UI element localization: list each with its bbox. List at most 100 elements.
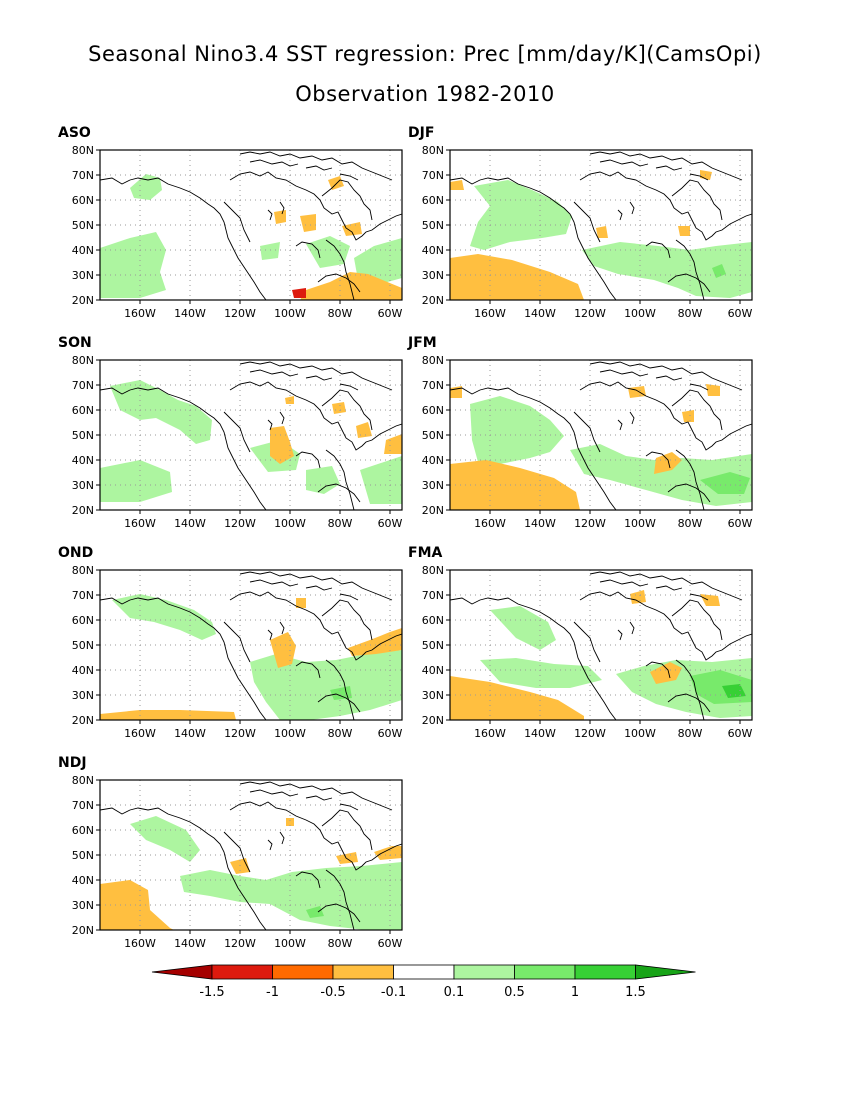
lon-tick-label: 80W [328, 937, 353, 950]
lat-tick-label: 40N [72, 874, 94, 887]
lon-tick-label: 120W [574, 517, 606, 530]
colorbar-arrow-left [151, 964, 213, 980]
colorbar-segment [453, 964, 515, 980]
coastline [100, 387, 267, 510]
colorbar-label: -1.5 [199, 985, 224, 1000]
colorbar-label: 0.5 [504, 985, 525, 1000]
coastline [645, 451, 671, 469]
shaded-region [112, 594, 216, 640]
coastline [229, 591, 402, 661]
shaded-region [100, 460, 172, 502]
coastline [267, 629, 273, 641]
lat-tick-label: 50N [72, 429, 94, 442]
coastline [629, 201, 635, 215]
shaded-region [342, 222, 362, 236]
coastline [239, 151, 393, 181]
shaded-region [374, 846, 402, 860]
coastline [589, 151, 743, 181]
panel-label: OND [58, 545, 94, 561]
map-content [100, 780, 402, 930]
shaded-region [706, 384, 720, 396]
lat-tick-label: 30N [72, 269, 94, 282]
lon-tick-label: 60W [728, 307, 753, 320]
coastline [325, 449, 355, 510]
lon-tick-label: 160W [474, 727, 506, 740]
lat-tick-label: 40N [422, 454, 444, 467]
lon-tick-label: 120W [224, 517, 256, 530]
lon-tick-label: 120W [224, 307, 256, 320]
lon-tick-label: 100W [274, 937, 306, 950]
lon-tick-label: 60W [728, 517, 753, 530]
lon-tick-label: 160W [474, 517, 506, 530]
shaded-region [682, 410, 694, 422]
panel-label: FMA [408, 545, 443, 561]
colorbar-label: 1 [571, 985, 579, 1000]
map-content [100, 150, 402, 300]
coastline [450, 597, 617, 720]
lon-tick-label: 100W [274, 307, 306, 320]
lat-tick-label: 80N [72, 354, 94, 367]
coastline [629, 621, 635, 635]
shaded-region [130, 174, 162, 200]
coastline [295, 661, 321, 679]
lat-tick-label: 70N [422, 169, 444, 182]
lat-tick-label: 20N [422, 504, 444, 517]
lon-tick-label: 80W [678, 727, 703, 740]
shaded-region [490, 606, 556, 650]
colorbar: -1.5 -1 -0.5 -0.1 0.1 0.5 1 1.5 [150, 960, 700, 1009]
coastline [305, 795, 333, 801]
colorbar-label: 1.5 [625, 985, 646, 1000]
coastline [655, 165, 683, 171]
coastline [249, 789, 299, 797]
shaded-region [450, 254, 584, 300]
panel-label: JFM [408, 335, 437, 351]
shaded-region [250, 650, 402, 720]
coastline [223, 201, 251, 243]
map-svg: 80N 70N 60N 50N 40N 30N 20N 160W 140W 120W 100W 80W… [422, 354, 753, 530]
lon-tick-label: 80W [678, 307, 703, 320]
lat-tick-label: 70N [422, 379, 444, 392]
coastline [573, 201, 601, 243]
lon-tick-label: 60W [378, 307, 403, 320]
coastline [305, 585, 333, 591]
coastline [675, 449, 705, 510]
lon-tick-label: 100W [624, 727, 656, 740]
shaded-region [330, 686, 352, 700]
coastline [325, 659, 355, 720]
lon-tick-label: 140W [524, 307, 556, 320]
map-svg: 80N 70N 60N 50N 40N 30N 20N 160W 140W 120W 100W 80W… [422, 144, 753, 320]
coastline [667, 693, 711, 713]
shaded-region [100, 710, 236, 720]
coastline [317, 693, 361, 713]
lon-tick-label: 100W [624, 307, 656, 320]
lon-tick-label: 120W [574, 307, 606, 320]
lon-tick-label: 80W [328, 517, 353, 530]
coastline [223, 411, 251, 453]
coastline [317, 483, 361, 503]
shaded-region [286, 818, 294, 826]
shaded-region [450, 676, 584, 720]
map-svg: 80N 70N 60N 50N 40N 30N 20N 160W 140W 120W 100W 80W… [72, 564, 403, 740]
shaded-region [700, 472, 750, 494]
shaded-region [356, 422, 372, 438]
lon-tick-label: 160W [124, 307, 156, 320]
map-svg: 80N 70N 60N 50N 40N 30N 20N 160W 140W 120W 100W 80W… [72, 774, 403, 950]
coastline [617, 419, 623, 431]
shaded-region [596, 226, 608, 238]
lat-tick-label: 60N [422, 614, 444, 627]
lon-tick-label: 160W [124, 727, 156, 740]
shaded-region [100, 880, 174, 930]
coastline [671, 599, 723, 641]
coastline [339, 173, 359, 181]
coastline [267, 209, 273, 221]
map-content [100, 360, 402, 510]
panel-label: ASO [58, 125, 91, 141]
lon-tick-label: 60W [378, 727, 403, 740]
coastline [579, 171, 752, 241]
coastline [321, 389, 373, 431]
coastline [599, 159, 649, 167]
coastline [339, 383, 359, 391]
coastline [450, 177, 617, 300]
coastline [249, 579, 299, 587]
lat-tick-label: 80N [422, 564, 444, 577]
